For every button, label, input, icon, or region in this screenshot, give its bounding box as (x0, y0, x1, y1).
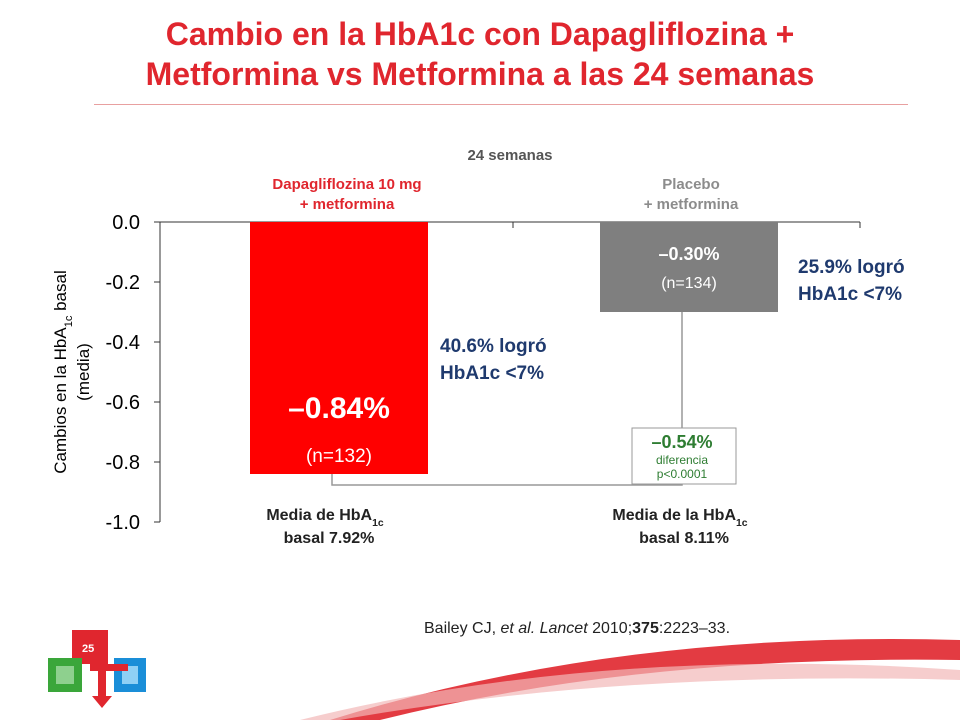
category-label-line-2: + metformina (300, 196, 395, 213)
y-tick-label: -1.0 (106, 512, 140, 534)
y-tick-label: -0.6 (106, 392, 140, 414)
decorative-swoosh (300, 639, 960, 720)
citation-journal: Lancet (539, 620, 588, 637)
difference-value: –0.54% (651, 432, 712, 452)
citation-year: 2010; (587, 620, 633, 637)
difference-bracket (331, 312, 683, 486)
category-label-line-1: Dapagliflozina 10 mg (272, 176, 421, 193)
citation-etal: et al. (500, 620, 536, 637)
bar-value-label: –0.84% (288, 392, 390, 425)
baseline-label-line-1: Media de la HbA1c (612, 507, 747, 529)
difference-caption: diferencia (656, 453, 708, 467)
achieved-target-line-2: HbA1c <7% (440, 363, 544, 384)
baseline-label-line-2: basal 8.11% (639, 530, 729, 547)
corporate-logo (44, 628, 154, 710)
achieved-target-line-1: 25.9% logró (798, 257, 905, 278)
bar-value-label: –0.30% (658, 244, 719, 264)
chart-header: 24 semanas (467, 147, 552, 164)
y-axis-label: Cambios en la HbA1c basal (51, 270, 75, 474)
bar-n-label: (n=132) (306, 446, 372, 467)
citation: Bailey CJ, et al. Lancet 2010;375:2223–3… (424, 620, 730, 638)
y-tick-label: -0.8 (106, 452, 140, 474)
baseline-label-line-2: basal 7.92% (284, 530, 375, 547)
y-axis-label-line-2: (media) (74, 343, 93, 401)
category-label-line-1: Placebo (662, 176, 720, 193)
y-tick-label: -0.4 (106, 332, 140, 354)
y-tick-label: -0.2 (106, 272, 140, 294)
citation-authors: Bailey CJ, (424, 620, 501, 637)
bar-n-label: (n=134) (661, 275, 717, 292)
title-line-2: Metformina vs Metformina a las 24 semana… (145, 56, 815, 92)
y-tick-label: 0.0 (112, 212, 140, 234)
title-divider (94, 104, 908, 105)
difference-box (631, 427, 737, 485)
citation-pages: :2223–33. (658, 620, 731, 637)
page-number: 25 (82, 643, 95, 655)
title-line-1: Cambio en la HbA1c con Dapagliflozina + (165, 16, 795, 52)
bar-placebo (600, 222, 778, 312)
achieved-target-line-2: HbA1c <7% (798, 284, 902, 305)
category-label-line-2: + metformina (644, 196, 739, 213)
baseline-label-line-1: Media de HbA1c (266, 507, 384, 529)
citation-volume: 375 (632, 620, 659, 637)
achieved-target-line-1: 40.6% logró (440, 336, 547, 357)
difference-pvalue: p<0.0001 (657, 467, 708, 481)
slide-title: Cambio en la HbA1c con Dapagliflozina + … (0, 14, 960, 94)
bar-dapagliflozina (250, 222, 428, 474)
